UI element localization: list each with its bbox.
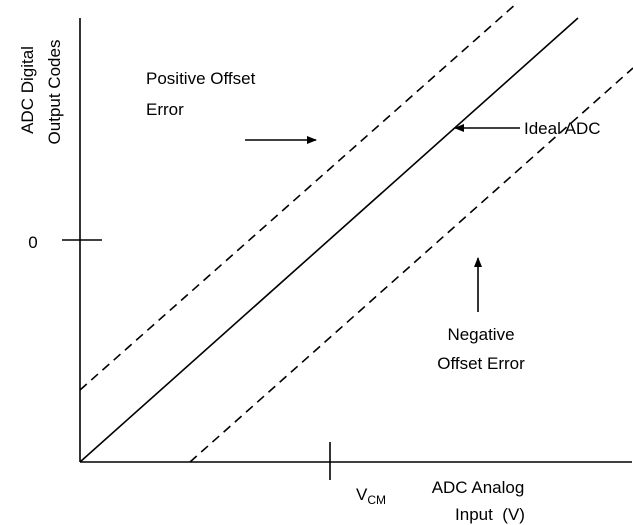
positive-offset-label: Error — [146, 100, 184, 119]
y-axis-label: Output Codes — [45, 40, 64, 145]
positive-offset-line — [79, 2, 518, 391]
negative-offset-label: Offset Error — [437, 354, 525, 373]
vcm-sub: CM — [367, 493, 386, 507]
ideal-label: Ideal ADC — [524, 119, 601, 138]
vcm-label: VCM — [356, 485, 386, 507]
positive-offset-label: Positive Offset — [146, 69, 256, 88]
zero-label: 0 — [28, 233, 37, 252]
x-axis-label: ADC Analog — [432, 478, 525, 497]
negative-offset-label: Negative — [447, 325, 514, 344]
ideal-line — [79, 17, 579, 463]
y-axis-label: ADC Digital — [18, 46, 37, 134]
vcm-main: V — [356, 485, 368, 504]
negative-offset-line — [189, 67, 633, 463]
x-axis-label: Input (V) — [455, 505, 525, 524]
